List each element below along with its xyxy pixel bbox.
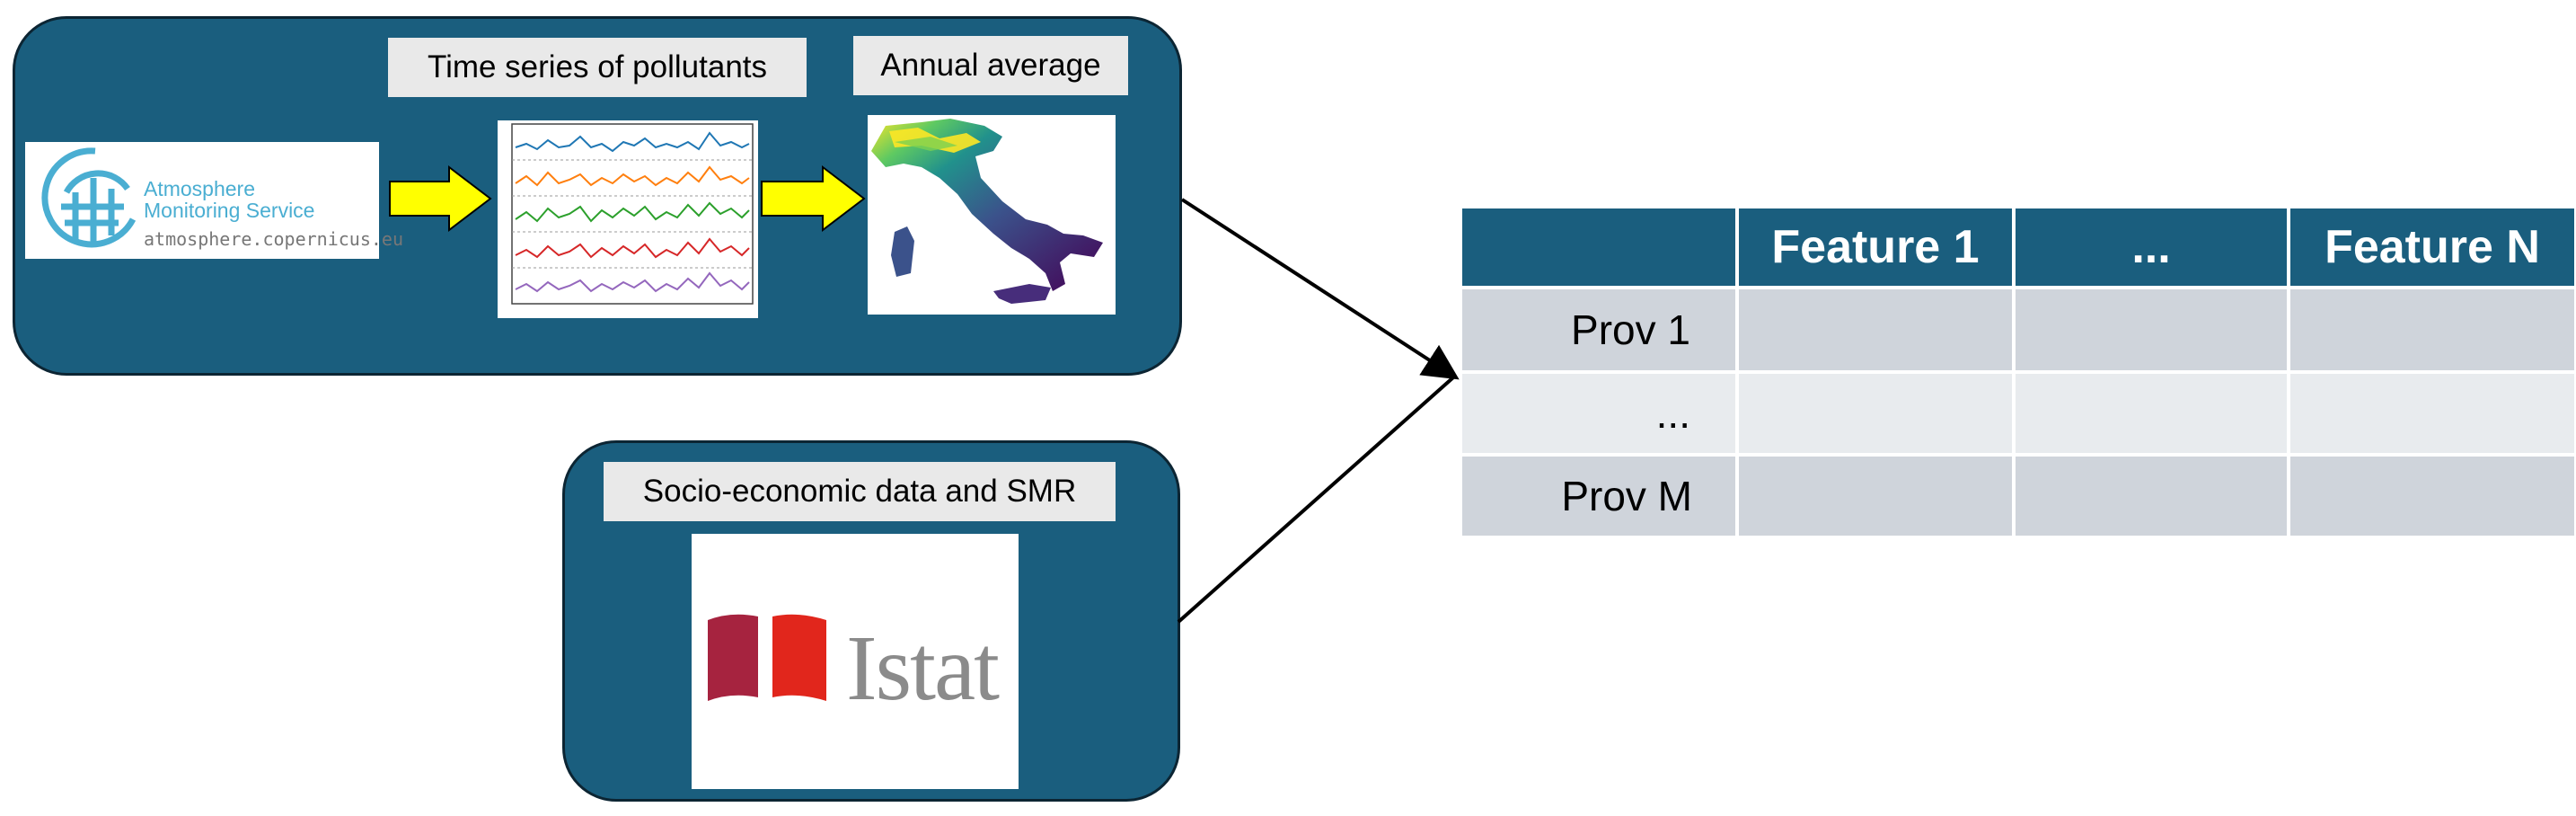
- time-series-thumbnail: [498, 120, 758, 318]
- cams-logo: Atmosphere Monitoring Service atmosphere…: [25, 142, 403, 259]
- table-cell: [2290, 289, 2574, 370]
- yellow-arrow-1: [389, 164, 492, 233]
- istat-mark-icon: [708, 614, 826, 701]
- socio-economic-caption: Socio-economic data and SMR: [604, 462, 1116, 521]
- table-cell: [1739, 374, 2012, 453]
- table-header-empty: [1462, 208, 1735, 286]
- istat-logo: Istat: [692, 534, 1019, 789]
- table-cell: [2016, 457, 2287, 536]
- table-cell: [1739, 289, 2012, 370]
- table-cell: [1739, 457, 2012, 536]
- table-cell: [2016, 374, 2287, 453]
- globe-icon: [41, 147, 137, 248]
- annual-average-caption: Annual average: [853, 36, 1128, 95]
- table-row-label-prov-m: Prov M: [1462, 457, 1735, 536]
- table-row-label-prov-1: Prov 1: [1462, 289, 1735, 370]
- table-cell: [2290, 457, 2574, 536]
- table-header-ellipsis: ...: [2016, 208, 2287, 286]
- table-cell: [2290, 374, 2574, 453]
- cams-logo-title: Atmosphere Monitoring Service: [144, 177, 315, 222]
- cams-logo-url: atmosphere.copernicus.eu: [144, 228, 403, 250]
- istat-logo-name: Istat: [846, 616, 1000, 720]
- arrow-top-to-table: [1180, 198, 1460, 380]
- table-header-feature-1: Feature 1: [1739, 208, 2012, 286]
- table-row-label-ellipsis: ...: [1462, 374, 1735, 453]
- arrow-bottom-to-table: [1177, 376, 1455, 624]
- table-header-feature-n: Feature N: [2290, 208, 2574, 286]
- yellow-arrow-2: [761, 164, 866, 233]
- time-series-caption: Time series of pollutants: [388, 38, 807, 97]
- table-cell: [2016, 289, 2287, 370]
- annual-average-map: [868, 115, 1116, 315]
